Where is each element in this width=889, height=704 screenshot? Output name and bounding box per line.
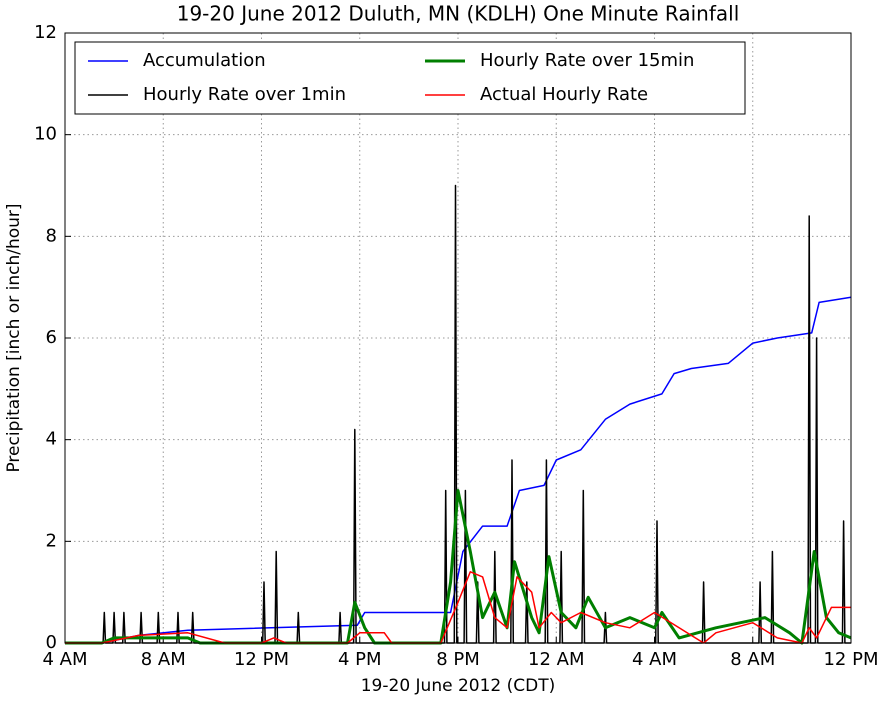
x-tick-label: 4 PM [338,649,382,670]
chart-title: 19-20 June 2012 Duluth, MN (KDLH) One Mi… [177,2,740,26]
x-tick-label: 8 AM [730,649,775,670]
legend-label: Hourly Rate over 15min [480,50,694,71]
x-tick-label: 4 AM [42,649,87,670]
y-tick-label: 6 [46,327,57,348]
plot-frame [64,32,852,644]
x-axis-label: 19-20 June 2012 (CDT) [361,676,556,696]
y-tick-label: 4 [46,429,57,450]
y-axis-label: Precipitation [inch or inch/hour] [4,203,24,472]
x-tick-label: 12 PM [823,649,878,670]
y-tick-label: 0 [46,632,57,653]
series-line [65,571,851,644]
x-tick-label: 8 AM [141,649,186,670]
series-line [65,489,852,645]
y-tick-label: 8 [46,225,57,246]
y-tick-label: 10 [34,124,57,145]
legend-box [74,41,746,115]
legend-label: Hourly Rate over 1min [143,84,346,105]
y-tick-label: 2 [46,530,57,551]
x-tick-label: 12 PM [234,649,289,670]
series-line [65,296,852,644]
x-tick-label: 12 AM [528,649,584,670]
x-tick-label: 8 PM [436,649,480,670]
y-tick-label: 12 [34,22,57,43]
legend-label: Actual Hourly Rate [480,84,648,105]
legend-label: Accumulation [143,50,266,71]
x-tick-label: 4 AM [632,649,677,670]
